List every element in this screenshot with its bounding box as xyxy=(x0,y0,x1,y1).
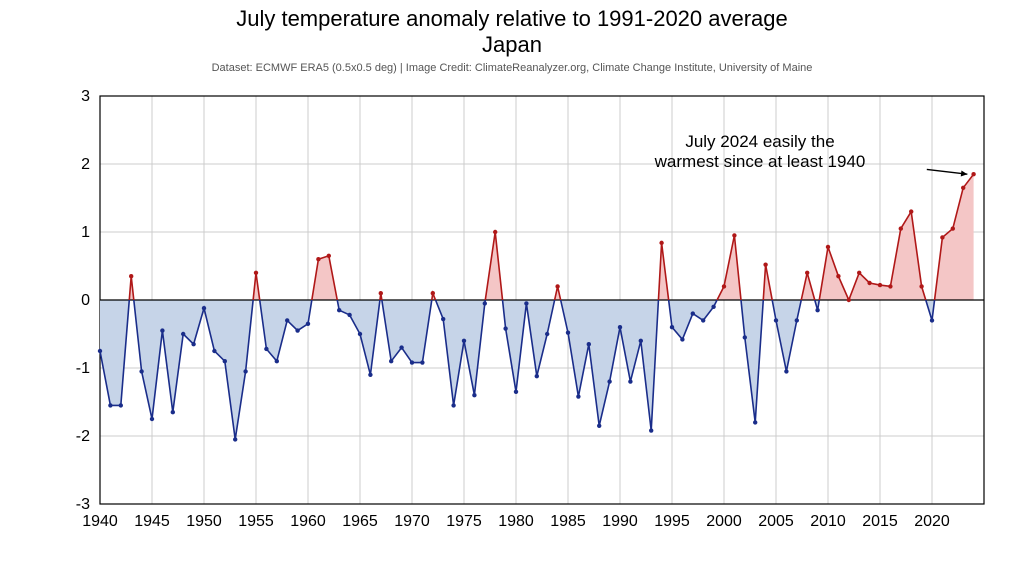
svg-text:1990: 1990 xyxy=(602,513,638,530)
svg-text:1945: 1945 xyxy=(134,513,170,530)
svg-text:-2: -2 xyxy=(76,428,90,445)
svg-text:-1: -1 xyxy=(76,360,90,377)
svg-text:2015: 2015 xyxy=(862,513,898,530)
svg-text:-3: -3 xyxy=(76,496,90,513)
chart-subtitle: Japan xyxy=(0,32,1024,58)
annotation-line-2: warmest since at least 1940 xyxy=(655,152,866,171)
svg-text:1970: 1970 xyxy=(394,513,430,530)
annotation-line-1: July 2024 easily the xyxy=(685,132,834,151)
svg-text:0: 0 xyxy=(81,292,90,309)
svg-text:1940: 1940 xyxy=(82,513,118,530)
svg-text:1980: 1980 xyxy=(498,513,534,530)
svg-text:1960: 1960 xyxy=(290,513,326,530)
chart-title: July temperature anomaly relative to 199… xyxy=(0,6,1024,32)
svg-text:1950: 1950 xyxy=(186,513,222,530)
svg-text:3: 3 xyxy=(81,90,90,105)
chart-caption: Dataset: ECMWF ERA5 (0.5x0.5 deg) | Imag… xyxy=(0,62,1024,74)
svg-text:1995: 1995 xyxy=(654,513,690,530)
svg-text:1: 1 xyxy=(81,224,90,241)
svg-text:2000: 2000 xyxy=(706,513,742,530)
annotation-text: July 2024 easily the warmest since at le… xyxy=(630,132,890,173)
svg-text:2: 2 xyxy=(81,156,90,173)
svg-text:1965: 1965 xyxy=(342,513,378,530)
svg-text:1975: 1975 xyxy=(446,513,482,530)
svg-text:2010: 2010 xyxy=(810,513,846,530)
svg-text:1955: 1955 xyxy=(238,513,274,530)
svg-text:2020: 2020 xyxy=(914,513,950,530)
svg-text:2005: 2005 xyxy=(758,513,794,530)
svg-text:1985: 1985 xyxy=(550,513,586,530)
